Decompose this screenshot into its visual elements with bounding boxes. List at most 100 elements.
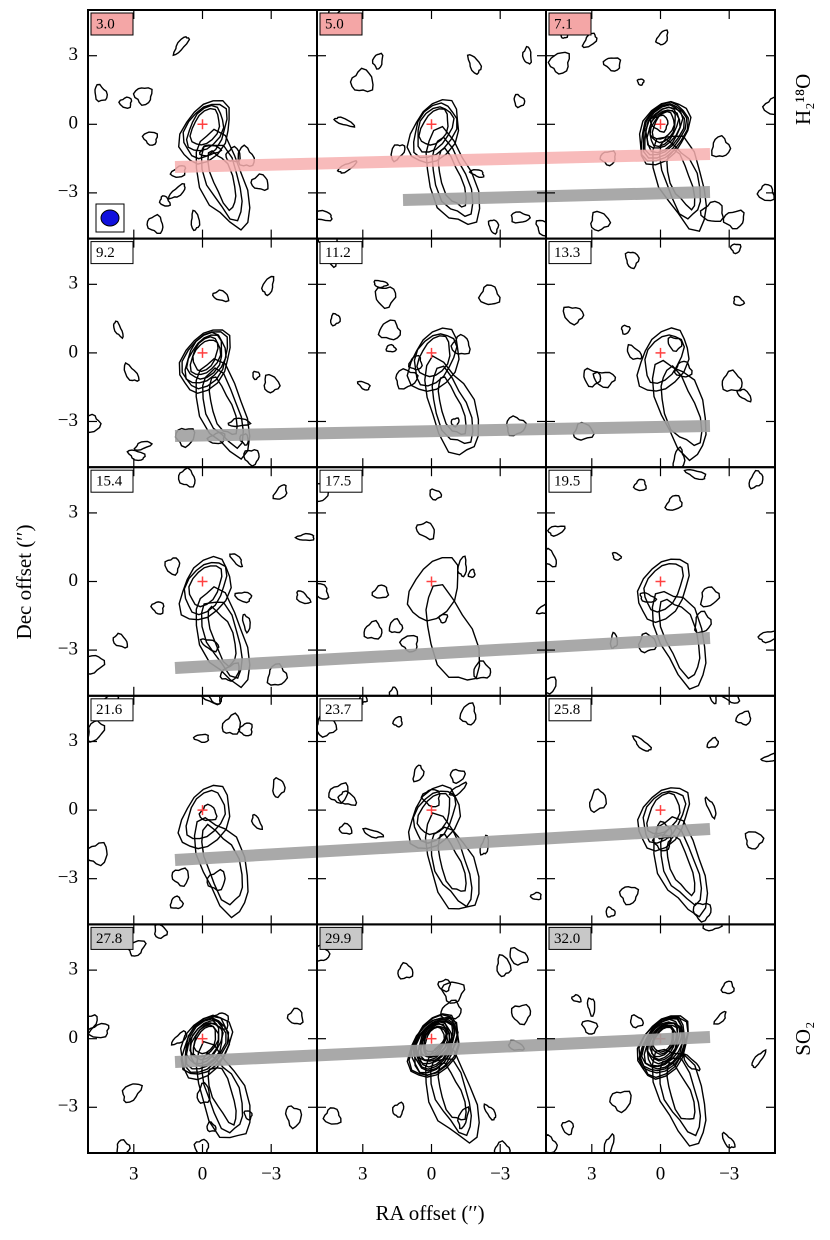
noise-contour (487, 219, 500, 235)
noise-contour (466, 53, 483, 76)
contour (425, 583, 481, 681)
gray-strip (174, 420, 711, 442)
panel-label: 32.0 (554, 931, 580, 947)
beam-ellipse (100, 209, 120, 227)
noise-contour (397, 961, 414, 980)
noise-contour (570, 993, 582, 1003)
noise-contour (112, 632, 129, 649)
strips (174, 148, 711, 1068)
noise-contour (450, 333, 471, 355)
contour (193, 1025, 217, 1055)
noise-contour (592, 371, 617, 389)
contour (184, 331, 227, 384)
contour (636, 787, 691, 852)
noise-contour (448, 781, 468, 797)
noise-contour (721, 369, 743, 393)
noise-contour (535, 602, 546, 615)
panel-label-box (548, 12, 592, 36)
gray-strip (174, 632, 711, 674)
contour (195, 357, 251, 461)
noise-contour (744, 831, 765, 850)
noise-contour (260, 275, 275, 297)
noise-contour (603, 1132, 615, 1154)
noise-contour (581, 32, 598, 49)
contour (417, 106, 455, 153)
contour (200, 144, 243, 222)
y-tick-label: 3 (69, 501, 79, 522)
noise-contour (757, 630, 775, 644)
contour (437, 833, 467, 892)
contours (88, 10, 775, 1154)
noise-contour (509, 946, 530, 966)
noise-contour (153, 924, 169, 940)
noise-contour (562, 306, 585, 326)
noise-contour (169, 895, 185, 910)
contour (651, 1048, 707, 1147)
panel-label-box (319, 926, 363, 950)
panel-contours (317, 482, 546, 696)
noise-contour (263, 373, 281, 394)
noise-contour (546, 525, 566, 537)
noise-contour (649, 114, 669, 133)
noise-contour (521, 45, 533, 65)
x-axis-label: RA offset (′′) (375, 1201, 484, 1225)
panel-label: 3.0 (96, 16, 115, 32)
noise-contour (733, 295, 746, 307)
contour (636, 558, 690, 624)
noise-contour (206, 1121, 217, 1133)
panel-contours (562, 243, 752, 468)
noise-contour (229, 553, 244, 568)
panel-label: 23.7 (325, 702, 352, 718)
noise-contour (193, 1138, 210, 1154)
panel-label: 27.8 (96, 931, 122, 947)
contour (192, 339, 219, 373)
noise-contour (208, 695, 224, 705)
beam (95, 203, 125, 233)
noise-contour (624, 251, 640, 270)
panel-contours (546, 468, 775, 695)
noise-contour (580, 1019, 599, 1035)
noise-contour (704, 796, 717, 820)
noise-contour (560, 1120, 575, 1136)
y-tick-label: 3 (69, 958, 79, 979)
panel-label-box (548, 698, 592, 722)
x-tick-label: 0 (427, 1163, 437, 1184)
noise-contour (272, 483, 288, 500)
noise-contour (546, 676, 557, 695)
x-tick-label: −3 (261, 1163, 281, 1184)
contour (651, 359, 707, 462)
panel-label: 29.9 (325, 931, 351, 947)
noise-contour (721, 1131, 736, 1149)
noise-contour (620, 324, 631, 336)
noise-contour (206, 868, 226, 892)
noise-contour (667, 336, 683, 353)
noise-contour (363, 619, 383, 640)
contour (415, 1020, 454, 1068)
y-tick-label: −3 (58, 181, 78, 202)
panel-contours (547, 29, 775, 233)
panel-label: 17.5 (325, 474, 351, 490)
noise-contour (221, 712, 242, 735)
noise-contour (272, 776, 286, 799)
noise-contour (250, 813, 264, 831)
y-tick-label: 0 (69, 798, 79, 819)
contour (417, 1020, 453, 1065)
pink-strip (174, 148, 711, 173)
noise-contour (211, 1012, 230, 1030)
y-tick-label: 3 (69, 273, 79, 294)
noise-contour (177, 467, 196, 488)
contour (649, 109, 676, 144)
noise-contour (133, 440, 154, 451)
noise-contour (456, 1106, 470, 1130)
noise-contour (702, 924, 723, 932)
contour (644, 334, 686, 385)
noise-contour (141, 131, 158, 146)
noise-contour (317, 582, 330, 600)
noise-contour (164, 557, 181, 577)
x-tick-label: 0 (656, 1163, 666, 1184)
panel-label-box (90, 241, 134, 265)
noise-contour (711, 134, 732, 158)
panel-label: 7.1 (554, 16, 573, 32)
noise-contour (374, 286, 397, 310)
